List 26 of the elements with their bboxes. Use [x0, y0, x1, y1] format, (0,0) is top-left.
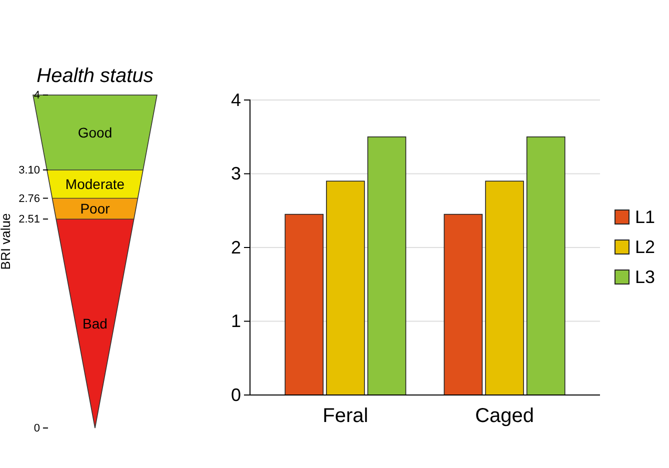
bar	[367, 136, 406, 396]
y-tick-label: 3	[230, 164, 241, 184]
bar	[326, 180, 365, 396]
bar	[485, 180, 524, 396]
bar	[284, 214, 324, 396]
series-label: Moderate	[65, 176, 125, 192]
series-label: Good	[78, 124, 112, 140]
y-tick-label: 4	[230, 90, 241, 110]
x-tick-label: Caged	[475, 405, 534, 427]
y-tick-label: 0	[34, 422, 40, 435]
bar	[526, 136, 566, 396]
series-label: Poor	[80, 200, 110, 217]
y-tick-label: 2	[230, 237, 241, 258]
y-tick-label: 2.51	[18, 214, 40, 226]
y-axis-title: BRI value	[0, 213, 13, 270]
x-tick-label: Feral	[322, 405, 368, 427]
legend-label: L3	[635, 267, 656, 287]
bar	[444, 214, 483, 396]
series-label: Bad	[82, 316, 108, 332]
legend-label: L2	[635, 237, 656, 257]
legend-label: L1	[635, 207, 656, 227]
y-tick-label: 0	[230, 384, 241, 405]
y-tick-label: 2.76	[18, 192, 40, 205]
y-tick-label: 3.10	[18, 164, 40, 176]
y-tick-label: 1	[230, 311, 241, 332]
chart-title: Health status	[36, 65, 154, 87]
